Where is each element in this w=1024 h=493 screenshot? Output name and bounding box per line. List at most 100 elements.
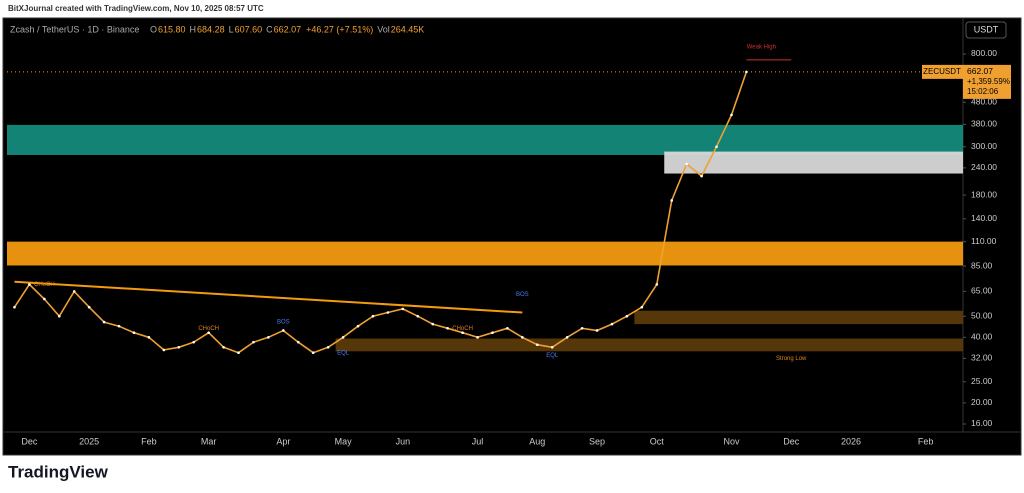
- close-point: [550, 345, 554, 349]
- y-tick-label: 800.00: [971, 48, 997, 58]
- y-tick-label: 240.00: [971, 162, 997, 172]
- close-point: [177, 345, 181, 349]
- ohlc-key: H: [190, 24, 197, 34]
- x-tick-label: Jul: [472, 436, 484, 446]
- close-point: [640, 305, 644, 309]
- y-tick-label: 85.00: [971, 260, 993, 270]
- close-point: [57, 314, 61, 318]
- close-point: [580, 327, 584, 330]
- close-point: [386, 311, 390, 314]
- symbol: Zcash / TetherUS · 1D · Binance: [10, 24, 139, 34]
- y-tick-label: 20.00: [971, 397, 993, 407]
- y-tick-label: 300.00: [971, 141, 997, 151]
- annotation: Strong Low: [776, 356, 807, 362]
- annotation: BOS: [516, 292, 529, 298]
- close-point: [506, 327, 509, 330]
- close-point: [446, 327, 449, 330]
- chart-frame: [2, 17, 1022, 456]
- y-tick-label: 32.00: [971, 353, 993, 363]
- ohlc-value: 662.07: [274, 24, 302, 34]
- x-tick-label: Feb: [141, 436, 157, 446]
- close-point: [102, 320, 106, 324]
- ohlc-value: +46.27 (+7.51%): [306, 24, 373, 34]
- x-tick-label: Dec: [783, 436, 800, 446]
- zone: [634, 310, 963, 325]
- close-point: [610, 322, 614, 326]
- close-point: [237, 351, 240, 354]
- ohlc-value: 264.45K: [391, 24, 425, 34]
- close-point: [341, 336, 345, 339]
- ohlc-key: Vol: [377, 24, 390, 34]
- zone: [7, 241, 963, 266]
- ohlc-key: O: [150, 24, 157, 34]
- close-point: [117, 324, 121, 328]
- y-tick-label: 65.00: [971, 286, 993, 296]
- close-point: [476, 336, 479, 339]
- close-point: [565, 336, 569, 339]
- ohlc-value: 607.60: [235, 24, 263, 34]
- close-point: [222, 345, 225, 349]
- x-tick-label: Aug: [529, 436, 545, 446]
- ohlc-value: 684.28: [197, 24, 225, 34]
- currency: USDT: [974, 24, 999, 34]
- zone: [664, 151, 963, 174]
- x-tick-label: Jun: [396, 436, 411, 446]
- close-point: [625, 314, 629, 318]
- close-point: [147, 336, 151, 339]
- price-line: [13, 71, 748, 354]
- x-tick-label: 2025: [79, 436, 99, 446]
- close-point: [700, 174, 703, 178]
- x-tick-label: 2026: [841, 436, 861, 446]
- close-point: [745, 70, 748, 74]
- x-tick-label: Dec: [21, 436, 38, 446]
- attribution: BitXJournal created with TradingView.com…: [8, 4, 264, 13]
- close-point: [715, 145, 718, 149]
- x-tick-label: Nov: [723, 436, 740, 446]
- close-point: [356, 324, 360, 328]
- y-tick-label: 180.00: [971, 189, 997, 199]
- zone: [335, 338, 963, 352]
- x-tick-label: May: [335, 436, 353, 446]
- close-point: [326, 345, 330, 349]
- y-tick-label: 110.00: [971, 236, 997, 246]
- x-tick-label: Oct: [650, 436, 665, 446]
- close-point: [491, 331, 494, 335]
- y-tick-label: 380.00: [971, 119, 997, 129]
- plot: Weak High Strong Low BOS BOS CHoCH CHoCH CHoCH…: [7, 45, 963, 362]
- annotation: EQL: [546, 353, 559, 359]
- close-point: [670, 199, 674, 202]
- annotation: Weak High: [747, 45, 776, 51]
- close-point: [535, 343, 539, 346]
- close-point: [282, 329, 285, 332]
- brand: TradingView: [8, 462, 109, 481]
- annotation: CHoCH: [198, 326, 219, 332]
- close-point: [207, 331, 210, 335]
- close-point: [192, 340, 196, 344]
- close-point: [416, 314, 420, 318]
- close-point: [685, 162, 688, 166]
- close-point: [252, 340, 255, 344]
- y-tick-label: 480.00: [971, 97, 997, 107]
- annotation: CHoCH: [34, 282, 55, 288]
- close-point: [655, 283, 659, 286]
- ticker: ZECUSDT: [923, 67, 961, 76]
- y-tick-label: 40.00: [971, 332, 993, 342]
- currency-box: [965, 21, 1007, 39]
- close-point: [311, 351, 315, 354]
- close-point: [521, 336, 524, 339]
- y-tick-label: 25.00: [971, 376, 993, 386]
- close-point: [431, 322, 435, 326]
- close-point: [132, 331, 136, 335]
- change: +1,359.59%: [967, 77, 1010, 86]
- x-tick-label: Mar: [201, 436, 217, 446]
- trendline: [14, 280, 523, 314]
- close-point: [461, 331, 464, 335]
- close-point: [730, 113, 733, 117]
- close-point: [296, 340, 300, 344]
- ohlc-key: L: [229, 24, 234, 34]
- annotation: BOS: [277, 320, 290, 326]
- close-point: [595, 329, 599, 332]
- annotation: EQL: [337, 350, 350, 356]
- zone: [7, 124, 963, 155]
